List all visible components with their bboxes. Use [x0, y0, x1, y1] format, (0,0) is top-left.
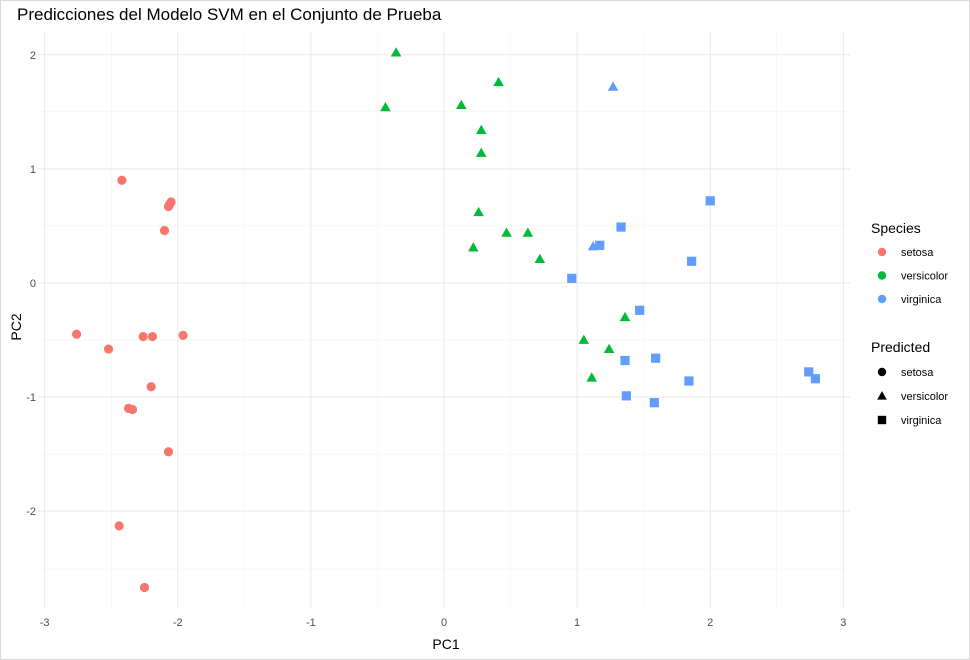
- legend-key-virginica: [877, 294, 887, 304]
- data-point-setosa: [138, 331, 148, 342]
- x-tick-label: 1: [574, 617, 580, 629]
- y-tick-label: -2: [26, 506, 36, 518]
- y-axis-title: PC2: [8, 313, 24, 340]
- data-point-virginica: [595, 240, 605, 250]
- legend: Species setosa versicolor virginica Predic…: [871, 220, 948, 427]
- x-tick-label: -2: [173, 617, 183, 629]
- y-tick-label: 1: [30, 164, 36, 176]
- data-point-setosa: [139, 582, 150, 593]
- data-point-versicolor: [586, 372, 598, 382]
- x-tick-labels: -3 -2 -1 0 1 2 3: [40, 617, 847, 629]
- predicted-legend-items: setosa versicolor virginica: [877, 367, 948, 427]
- data-point-versicolor: [473, 206, 484, 217]
- species-legend-title: Species: [871, 220, 921, 236]
- data-point-versicolor: [578, 334, 590, 344]
- data-point-virginica: [635, 305, 645, 315]
- data-point-setosa: [72, 329, 82, 339]
- data-point-virginica: [686, 256, 697, 266]
- data-point-virginica: [567, 273, 577, 283]
- major-gridlines: [38, 32, 850, 608]
- y-tick-labels: -2 -1 0 1 2: [26, 50, 36, 518]
- data-point-virginica: [651, 353, 661, 363]
- y-tick-label: -1: [26, 392, 36, 404]
- data-point-setosa: [163, 447, 174, 457]
- data-point-setosa: [117, 175, 127, 185]
- data-point-virginica: [620, 355, 630, 366]
- legend-key-setosa: [877, 247, 887, 257]
- data-point-virginica: [607, 81, 619, 91]
- data-point-setosa: [103, 344, 114, 354]
- data-point-setosa: [147, 331, 158, 342]
- data-point-setosa: [114, 521, 124, 531]
- data-point-virginica: [616, 222, 626, 232]
- data-point-setosa: [163, 201, 174, 212]
- data-point-versicolor: [456, 99, 467, 109]
- legend-key-triangle: [877, 391, 887, 400]
- data-points: [72, 47, 820, 593]
- legend-label-virginica: virginica: [901, 294, 942, 306]
- data-point-setosa: [178, 330, 188, 340]
- y-tick-label: 0: [30, 278, 36, 290]
- data-point-versicolor: [475, 124, 487, 135]
- legend-label-setosa: setosa: [901, 247, 934, 259]
- data-point-versicolor: [390, 47, 402, 57]
- predicted-legend-title: Predicted: [871, 339, 930, 355]
- legend-key-circle: [877, 367, 887, 377]
- data-point-setosa: [127, 404, 138, 415]
- data-point-versicolor: [522, 227, 534, 237]
- data-point-versicolor: [603, 343, 615, 354]
- data-point-virginica: [684, 376, 694, 386]
- legend-key-versicolor: [877, 271, 887, 280]
- x-axis-title: PC1: [432, 636, 459, 652]
- legend-label-predicted-setosa: setosa: [901, 367, 934, 379]
- data-point-versicolor: [534, 253, 546, 263]
- x-tick-label: -1: [306, 617, 316, 629]
- legend-label-predicted-virginica: virginica: [901, 415, 942, 427]
- x-tick-label: -3: [40, 617, 50, 629]
- x-tick-label: 2: [707, 617, 713, 629]
- y-tick-label: 2: [30, 50, 36, 62]
- legend-label-predicted-versicolor: versicolor: [901, 391, 948, 403]
- species-legend-items: setosa versicolor virginica: [877, 247, 948, 306]
- data-point-versicolor: [501, 227, 512, 237]
- x-tick-label: 3: [840, 617, 846, 629]
- data-point-virginica: [804, 367, 814, 377]
- data-point-virginica: [649, 398, 659, 408]
- data-point-versicolor: [493, 76, 504, 87]
- data-point-setosa: [146, 382, 156, 392]
- data-point-virginica: [810, 374, 820, 384]
- data-point-versicolor: [475, 147, 487, 157]
- data-point-versicolor: [380, 101, 391, 112]
- legend-label-versicolor: versicolor: [901, 271, 948, 283]
- data-point-versicolor: [467, 242, 479, 252]
- data-point-virginica: [621, 391, 631, 401]
- x-tick-label: 0: [441, 617, 447, 629]
- legend-key-square: [877, 415, 887, 425]
- data-point-versicolor: [619, 311, 631, 322]
- chart-title: Predicciones del Modelo SVM en el Conjun…: [17, 5, 442, 24]
- data-point-setosa: [159, 225, 170, 236]
- data-point-virginica: [705, 196, 715, 206]
